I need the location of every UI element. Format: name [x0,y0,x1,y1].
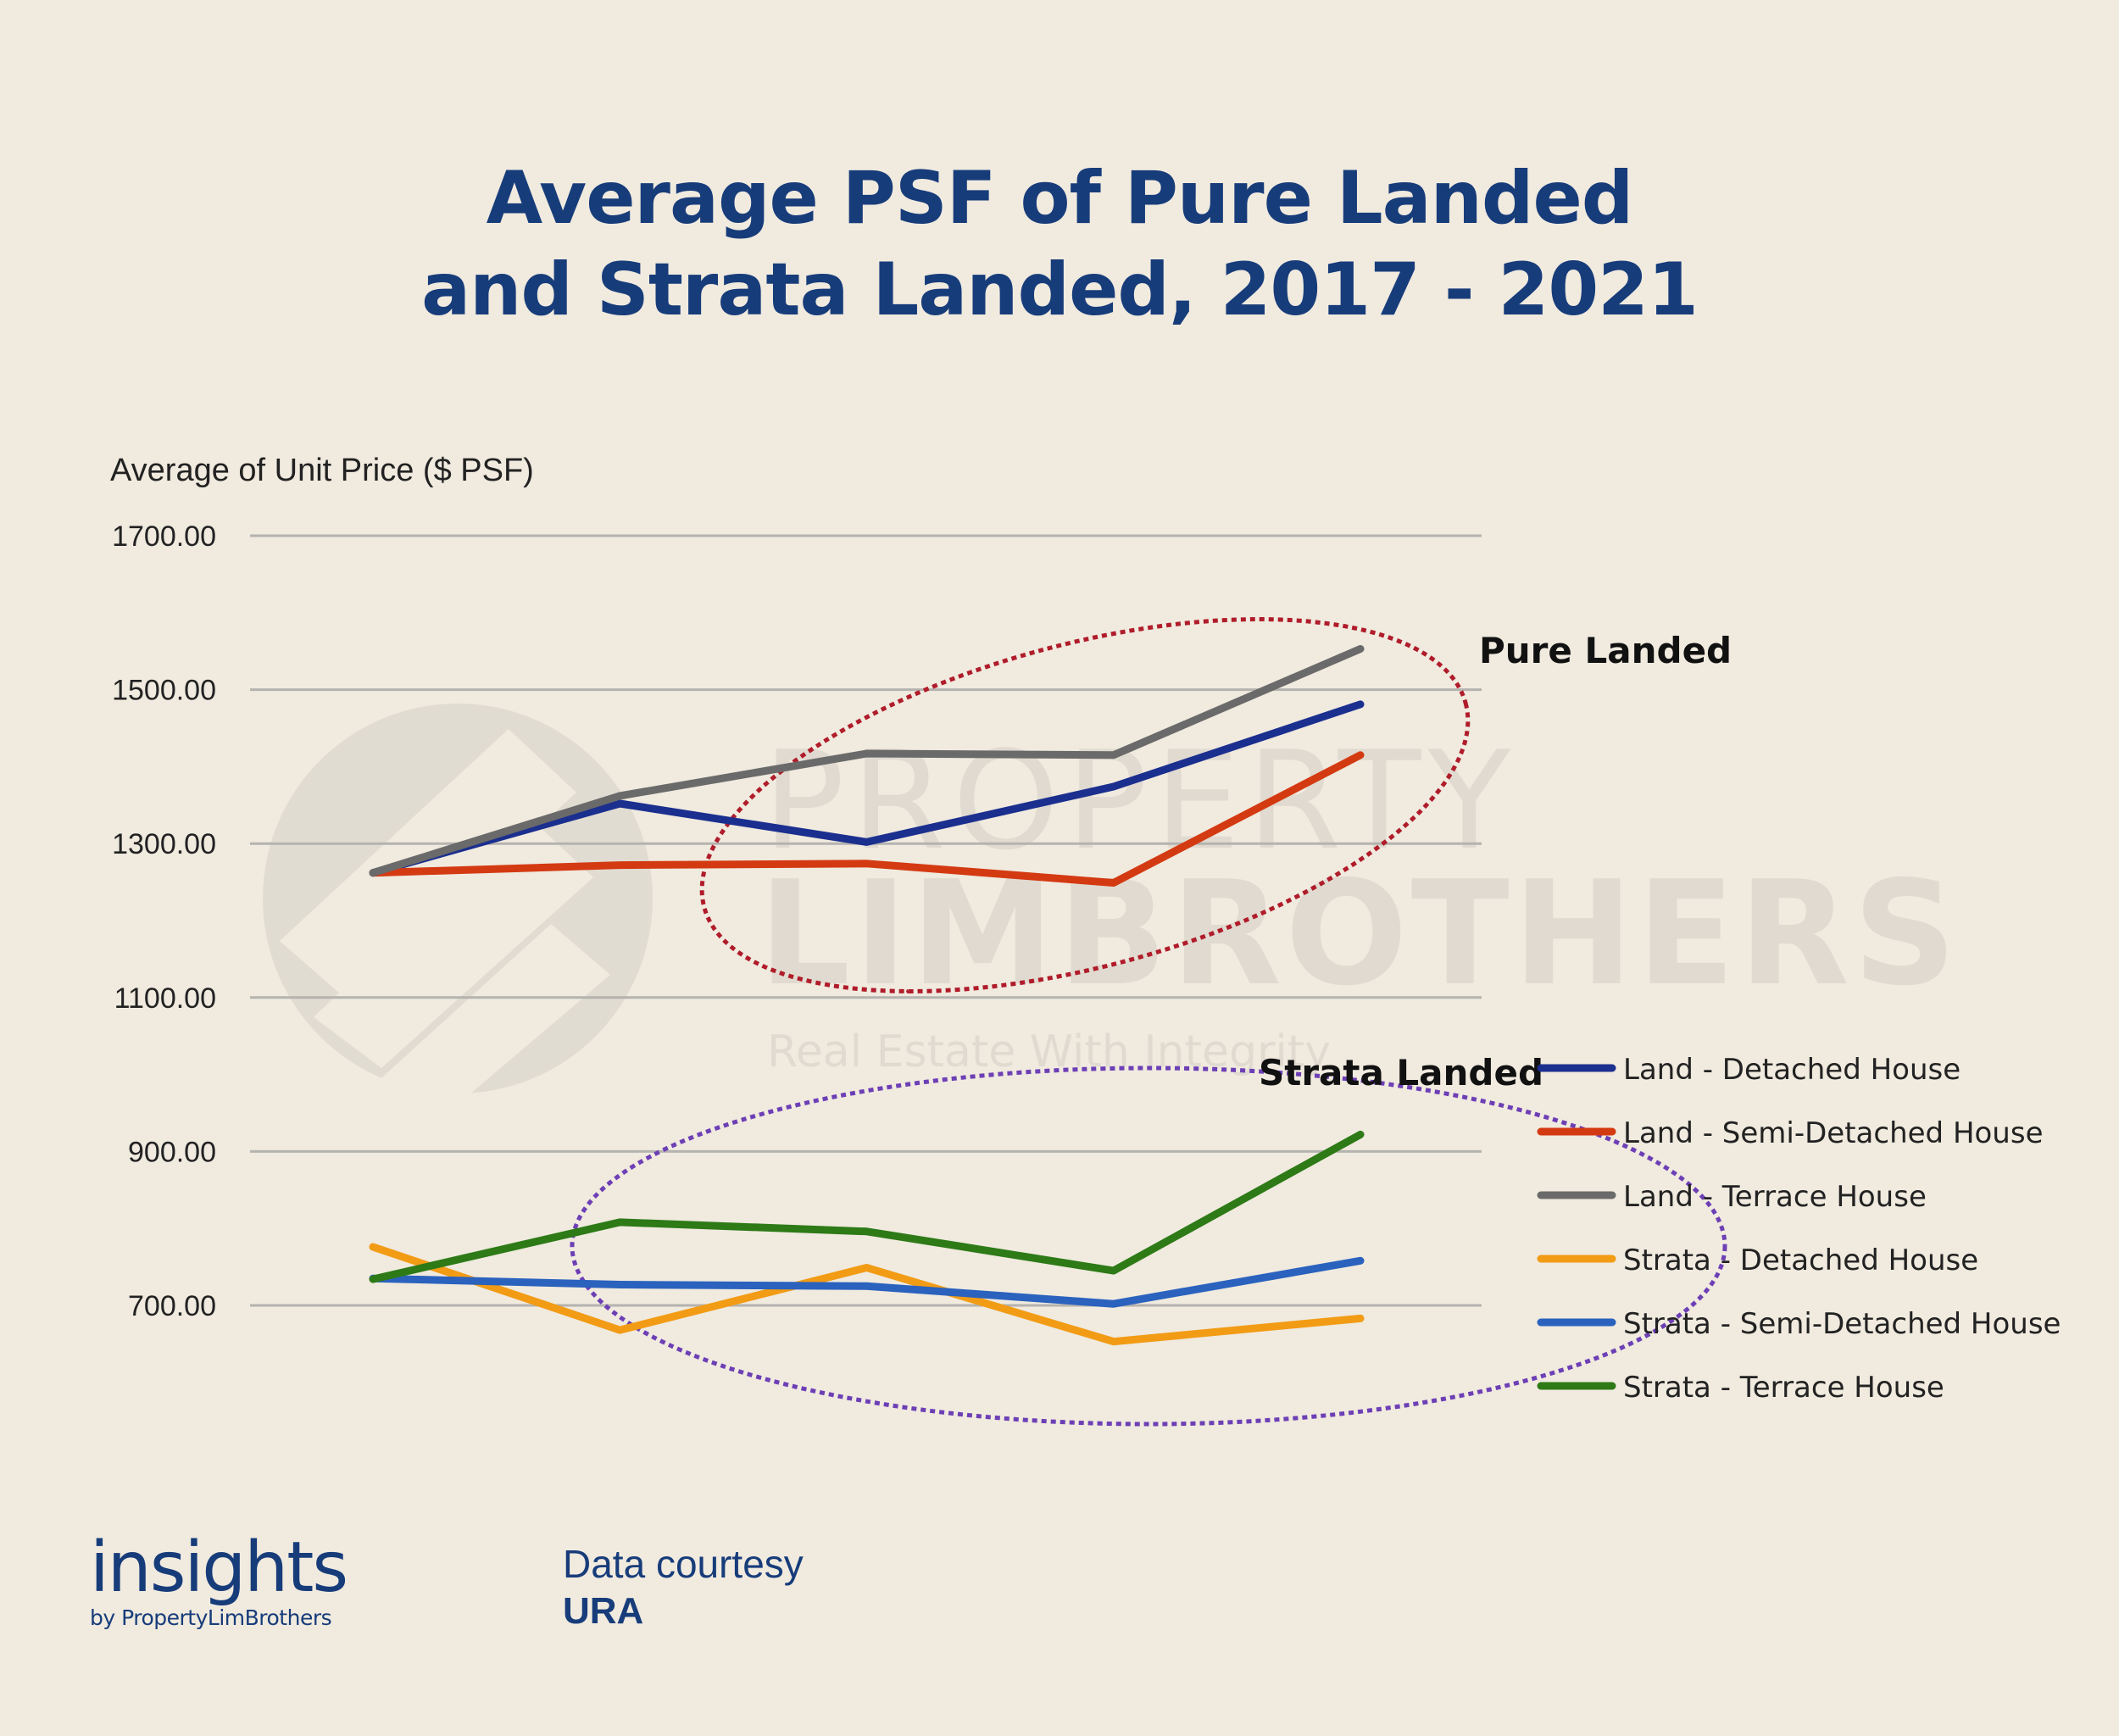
series-line-6 [369,1130,1365,1283]
pure-landed-annotation-ellipse [699,617,1471,993]
chart-title: Average PSF of Pure Landed and Strata La… [0,153,2119,336]
legend-label-3: Land - Terrace House [1623,1180,1927,1214]
legend: Land - Detached House Land - Semi-Detache… [1537,1053,2061,1405]
chart-title-line-2: and Strata Landed, 2017 - 2021 [421,248,1699,332]
series-line-4 [369,1243,1365,1346]
series-lines [369,645,1365,1346]
chart-title-line-1: Average PSF of Pure Landed [486,156,1634,241]
brand-logo: insights by PropertyLimBrothers [90,1527,348,1633]
y-tick-label-1500: 1500.00 [112,675,216,707]
y-tick-label-1100: 1100.00 [114,982,216,1015]
y-axis-label: Average of Unit Price ($ PSF) [110,453,534,488]
brand-subtitle: by PropertyLimBrothers [90,1605,332,1630]
series-line-5 [369,1256,1365,1308]
strata-landed-annotation-ellipse [570,1066,1727,1427]
legend-label-2: Land - Semi-Detached House [1623,1116,2044,1150]
y-tick-label-1300: 1300.00 [112,828,216,860]
legend-label-1: Land - Detached House [1623,1053,1960,1087]
series-line-2 [369,751,1365,887]
watermark-line-2: LIMBROTHERS [759,850,1960,1018]
brand-name: insights [90,1527,348,1608]
y-tick-label-700: 700.00 [128,1290,216,1322]
series-line-1 [369,700,1365,877]
data-credit: Data courtesy URA [563,1539,804,1634]
data-credit-label: Data courtesy [563,1542,804,1586]
watermark: PROPERTY LIMBROTHERS Real Estate With In… [263,704,1960,1119]
legend-label-6: Strata - Terrace House [1623,1371,1944,1405]
pure-landed-annotation-label: Pure Landed [1479,630,1732,671]
strata-landed-annotation-label: Strata Landed [1259,1052,1543,1093]
y-axis-ticks: 700.00 900.00 1100.00 1300.00 1500.00 1700.00 [112,520,216,1322]
watermark-logo-icon [263,704,653,1119]
series-line-3 [369,645,1365,877]
y-tick-label-900: 900.00 [128,1136,216,1168]
data-credit-source: URA [563,1590,644,1632]
legend-label-4: Strata - Detached House [1623,1244,1978,1277]
legend-label-5: Strata - Semi-Detached House [1623,1307,2061,1341]
y-tick-label-1700: 1700.00 [112,520,216,553]
